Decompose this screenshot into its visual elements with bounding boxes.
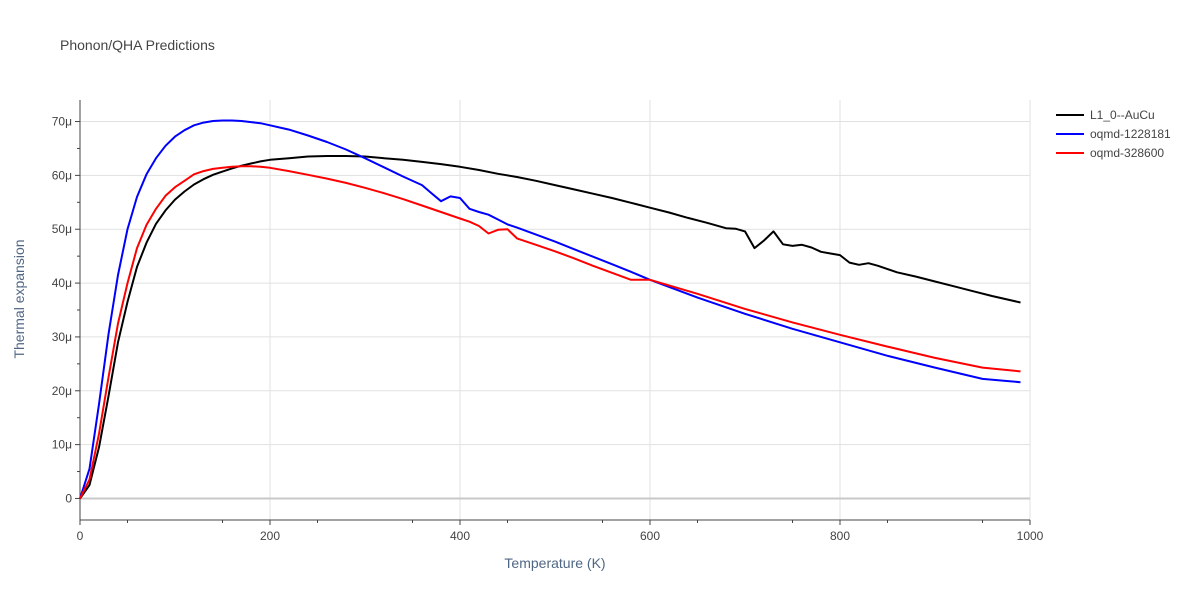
chart-title: Phonon/QHA Predictions xyxy=(60,37,215,53)
y-axis-title: Thermal expansion xyxy=(11,239,27,358)
x-tick-label: 800 xyxy=(830,529,850,543)
axes xyxy=(75,100,1031,525)
y-tick-label: 40μ xyxy=(52,276,72,290)
series-line-2 xyxy=(79,119,1021,499)
y-tick-label: 70μ xyxy=(52,115,72,129)
legend-item-3[interactable]: oqmd-328600 xyxy=(1056,146,1164,160)
legend[interactable]: L1_0--AuCu oqmd-1228181 oqmd-328600 xyxy=(1056,108,1171,160)
x-tick-label: 400 xyxy=(450,529,470,543)
legend-item-1[interactable]: L1_0--AuCu xyxy=(1056,108,1155,122)
legend-label: oqmd-1228181 xyxy=(1090,127,1171,141)
x-tick-label: 200 xyxy=(260,529,280,543)
grid xyxy=(80,100,1031,520)
legend-label: oqmd-328600 xyxy=(1090,146,1164,160)
y-tick-label: 30μ xyxy=(52,330,72,344)
y-tick-label: 0 xyxy=(65,491,72,505)
x-tick-labels: 0 200 400 600 800 1000 xyxy=(77,529,1044,543)
y-tick-label: 20μ xyxy=(52,384,72,398)
y-tick-labels: 0 10μ 20μ 30μ 40μ 50μ 60μ 70μ xyxy=(52,115,73,506)
x-tick-label: 1000 xyxy=(1017,529,1044,543)
series-line-3 xyxy=(79,165,1021,499)
x-tick-label: 600 xyxy=(640,529,660,543)
y-tick-label: 60μ xyxy=(52,168,72,182)
y-tick-label: 50μ xyxy=(52,222,72,236)
series-lines xyxy=(79,119,1021,500)
y-tick-label: 10μ xyxy=(52,438,72,452)
legend-item-2[interactable]: oqmd-1228181 xyxy=(1056,127,1171,141)
series-line-1 xyxy=(79,155,1021,500)
x-tick-label: 0 xyxy=(77,529,84,543)
x-axis-title: Temperature (K) xyxy=(504,555,605,571)
legend-label: L1_0--AuCu xyxy=(1090,108,1155,122)
